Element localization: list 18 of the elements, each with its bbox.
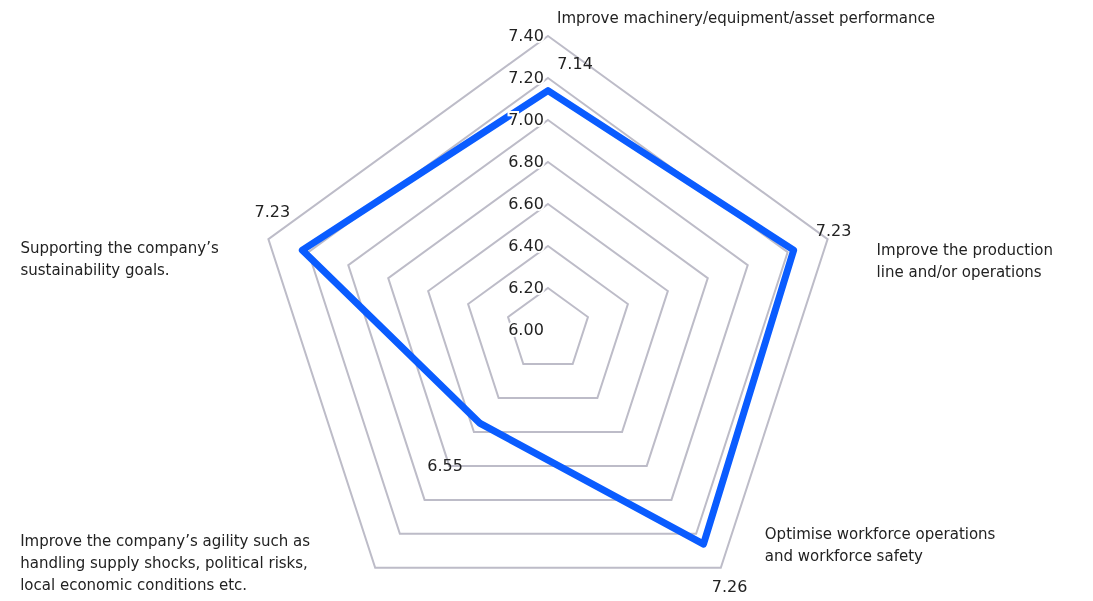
y-tick-label: 6.80 bbox=[508, 152, 544, 171]
spoke-label: Improve the production line and/or operations bbox=[876, 241, 1053, 282]
y-tick-label: 6.20 bbox=[508, 278, 544, 297]
y-tick-label: 6.00 bbox=[508, 320, 544, 339]
spoke-label: Optimise workforce operations and workforce safety bbox=[764, 524, 996, 565]
y-tick-label: 6.60 bbox=[508, 194, 544, 213]
y-tick-label: 7.00 bbox=[508, 110, 544, 129]
y-tick-label: 6.40 bbox=[508, 236, 544, 255]
data-label: 6.55 bbox=[427, 456, 463, 476]
data-label: 7.23 bbox=[254, 202, 291, 222]
y-tick-label: 7.20 bbox=[508, 68, 544, 87]
data-label: 7.23 bbox=[815, 221, 852, 241]
data-label: 7.14 bbox=[557, 53, 593, 73]
spoke-label: Improve the company’s agility such as handling supply shocks, political risks, local economic conditions etc. bbox=[20, 531, 311, 594]
spoke-label: Improve machinery/equipment/asset performance bbox=[557, 9, 935, 27]
spoke-label: Supporting the company’s sustainability goals. bbox=[20, 239, 219, 280]
y-tick-label: 7.40 bbox=[508, 26, 544, 45]
data-label: 7.26 bbox=[711, 577, 748, 597]
